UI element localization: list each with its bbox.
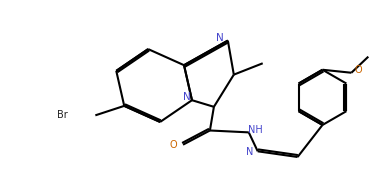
Text: O: O [169, 140, 177, 150]
Text: N: N [216, 33, 224, 44]
Text: Br: Br [57, 110, 68, 120]
Text: O: O [355, 65, 362, 75]
Text: NH: NH [248, 125, 263, 135]
Text: N: N [183, 92, 191, 102]
Text: N: N [246, 147, 254, 157]
